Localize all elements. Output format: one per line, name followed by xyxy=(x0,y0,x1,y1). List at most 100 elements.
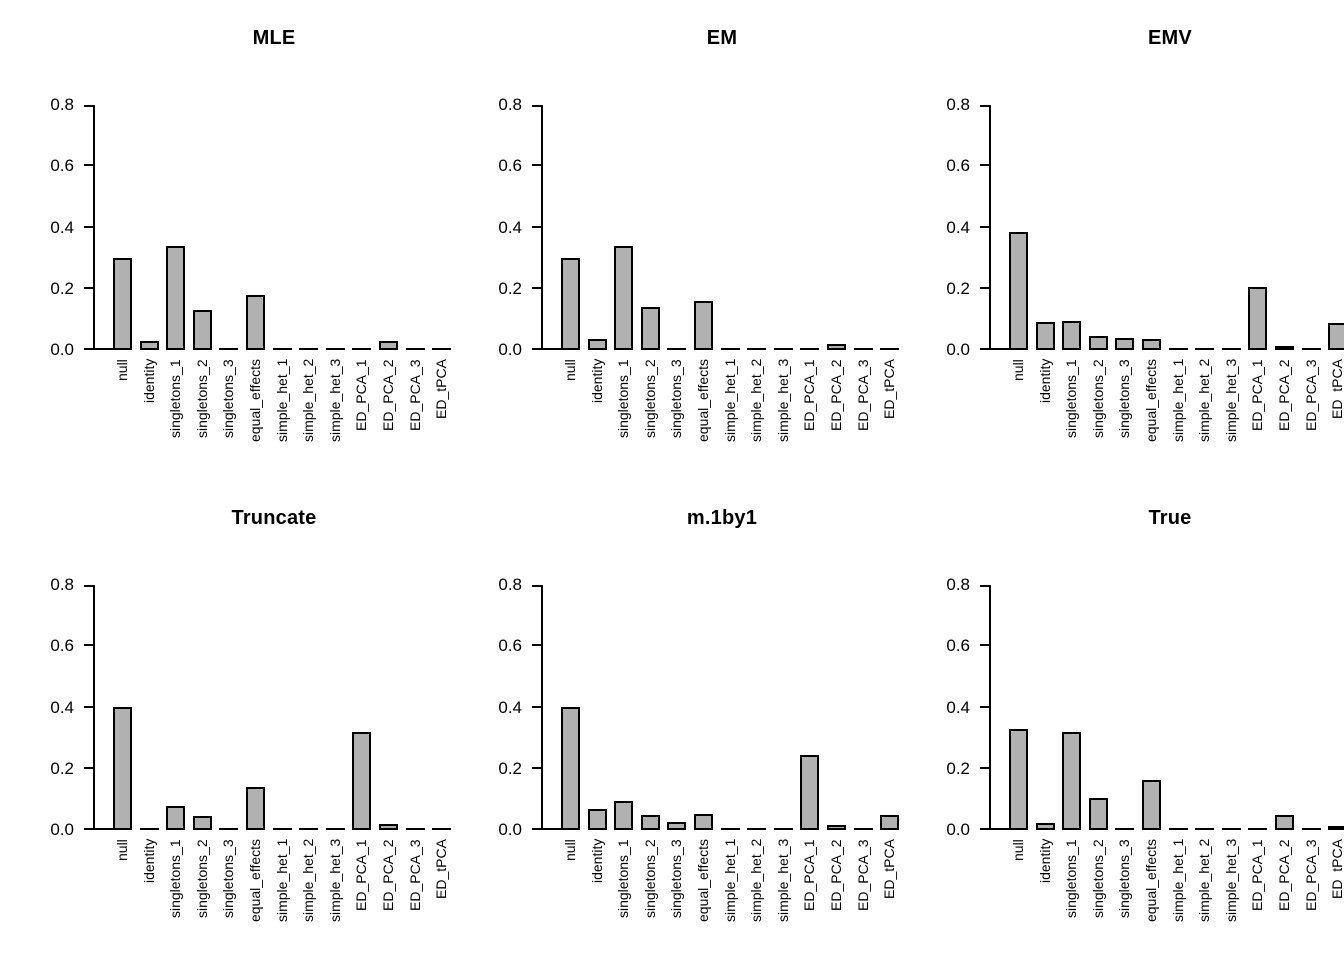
y-tick-label: 0.4 xyxy=(946,697,970,717)
bar-null xyxy=(113,258,132,350)
x-tick-label-ED_PCA_2: ED_PCA_2 xyxy=(379,359,396,431)
bar-ED_PCA_2 xyxy=(378,341,398,350)
bar-ED_tPCA xyxy=(880,815,900,830)
bar-ED_PCA_3 xyxy=(1301,348,1321,350)
x-tick-label-identity: identity xyxy=(140,839,157,884)
x-tick-label-singletons_2: singletons_2 xyxy=(193,839,210,918)
baseline-segment xyxy=(95,348,113,350)
y-axis-labels: 0.0 0.2 0.4 0.6 0.8 xyxy=(922,575,980,839)
x-tick-label-simple_het_3: simple_het_3 xyxy=(774,839,791,923)
y-tick-label: 0.0 xyxy=(50,820,74,839)
chart-title: EM xyxy=(706,27,738,49)
bar-identity xyxy=(587,809,607,830)
bar-identity xyxy=(1035,322,1055,350)
x-tick-label-ED_PCA_3: ED_PCA_3 xyxy=(406,839,423,911)
x-tick-label-ED_PCA_2: ED_PCA_2 xyxy=(1275,359,1292,431)
y-tick xyxy=(532,766,541,769)
bar-singletons_1 xyxy=(1062,321,1082,350)
y-tick xyxy=(532,286,541,289)
x-axis-labels: null identity singletons_1 singletons_2 sing… xyxy=(922,839,1344,957)
x-tick-label-singletons_2: singletons_2 xyxy=(641,359,658,438)
y-tick xyxy=(532,164,541,167)
bar-singletons_2 xyxy=(1088,336,1108,350)
x-tick-label-simple_het_2: simple_het_2 xyxy=(748,359,765,443)
bar-equal_effects xyxy=(1141,780,1161,830)
y-tick xyxy=(84,105,93,107)
y-axis-ticks xyxy=(84,585,93,830)
y-tick xyxy=(532,225,541,228)
subplot-mle: MLE 0.0 0.2 0.4 0.6 0.8 null identity singletons… xyxy=(0,0,452,480)
bar-simple_het_1 xyxy=(1168,828,1188,830)
x-tick-label-simple_het_1: simple_het_1 xyxy=(721,359,738,443)
bar-equal_effects xyxy=(693,814,713,830)
chart-title: MLE xyxy=(252,27,296,49)
x-tick-label-identity: identity xyxy=(588,839,605,884)
x-tick-label-ED_PCA_1: ED_PCA_1 xyxy=(801,839,818,911)
bar-identity xyxy=(587,339,607,350)
bar-ED_PCA_3 xyxy=(853,348,873,350)
bar-ED_PCA_3 xyxy=(405,348,425,350)
bar-simple_het_1 xyxy=(720,348,740,350)
bar-simple_het_2 xyxy=(747,348,767,350)
x-tick-label-singletons_1: singletons_1 xyxy=(1063,839,1080,918)
y-tick-label: 0.0 xyxy=(946,820,970,839)
bar-singletons_2 xyxy=(192,310,212,350)
y-tick xyxy=(84,766,93,769)
y-tick xyxy=(980,348,989,350)
y-tick xyxy=(532,644,541,647)
x-tick-label-ED_PCA_2: ED_PCA_2 xyxy=(379,839,396,911)
y-tick-label: 0.0 xyxy=(50,340,74,359)
x-tick-label-null: null xyxy=(114,359,130,381)
y-axis-ticks xyxy=(532,105,541,350)
bar-singletons_2 xyxy=(1088,798,1108,830)
bar-ED_PCA_2 xyxy=(1274,346,1294,350)
x-tick-label-equal_effects: equal_effects xyxy=(694,839,711,923)
y-tick-label: 0.6 xyxy=(946,156,970,176)
bar-null xyxy=(561,258,580,350)
x-tick-label-null: null xyxy=(1010,839,1026,861)
x-axis-labels: null identity singletons_1 singletons_2 sing… xyxy=(26,839,449,957)
y-tick-label: 0.8 xyxy=(946,575,970,594)
bar-equal_effects xyxy=(1141,339,1161,350)
bar-ED_PCA_1 xyxy=(352,348,372,350)
x-tick-label-singletons_2: singletons_2 xyxy=(1089,839,1106,918)
bar-ED_PCA_1 xyxy=(1248,287,1268,350)
bar-ED_tPCA xyxy=(1328,323,1344,350)
bar-ED_tPCA xyxy=(1328,826,1344,830)
y-tick xyxy=(84,348,93,350)
x-tick-label-singletons_1: singletons_1 xyxy=(167,839,184,918)
subplot-truncate: Truncate 0.0 0.2 0.4 0.6 0.8 null identity singl… xyxy=(0,480,452,960)
x-tick-label-simple_het_1: simple_het_1 xyxy=(273,839,290,923)
x-tick-label-singletons_1: singletons_1 xyxy=(167,359,184,438)
x-tick-label-simple_het_1: simple_het_1 xyxy=(1169,839,1186,923)
bar-null xyxy=(1009,232,1028,350)
y-tick xyxy=(84,644,93,647)
bar-simple_het_1 xyxy=(272,348,292,350)
y-tick-label: 0.8 xyxy=(498,95,522,114)
x-tick-label-singletons_2: singletons_2 xyxy=(1089,359,1106,438)
y-tick-label: 0.8 xyxy=(946,95,970,114)
y-axis-labels: 0.0 0.2 0.4 0.6 0.8 xyxy=(474,575,532,839)
subplot-emv: EMV 0.0 0.2 0.4 0.6 0.8 null identity singletons… xyxy=(896,0,1344,480)
x-tick-label-singletons_3: singletons_3 xyxy=(668,359,685,438)
bar-singletons_3 xyxy=(1115,828,1135,830)
chart-title: Truncate xyxy=(231,507,317,529)
bar-ED_PCA_3 xyxy=(853,828,873,830)
x-tick-label-simple_het_2: simple_het_2 xyxy=(1196,839,1213,923)
x-tick-label-ED_PCA_1: ED_PCA_1 xyxy=(1249,359,1266,431)
bar-ED_PCA_1 xyxy=(800,348,820,350)
x-tick-label-ED_tPCA: ED_tPCA xyxy=(1329,839,1344,899)
bar-singletons_2 xyxy=(640,307,660,350)
y-tick xyxy=(84,225,93,228)
y-tick-label: 0.4 xyxy=(50,217,74,237)
subplot-em: EM 0.0 0.2 0.4 0.6 0.8 null identity singletons_… xyxy=(448,0,900,480)
y-axis-ticks xyxy=(980,105,989,350)
plot-area xyxy=(989,585,1344,830)
bar-singletons_3 xyxy=(1115,338,1135,350)
bar-simple_het_3 xyxy=(773,348,793,350)
bar-singletons_3 xyxy=(667,822,687,830)
baseline-segment xyxy=(991,828,1009,830)
y-tick xyxy=(532,585,541,587)
bar-simple_het_3 xyxy=(325,348,345,350)
y-tick xyxy=(84,828,93,830)
